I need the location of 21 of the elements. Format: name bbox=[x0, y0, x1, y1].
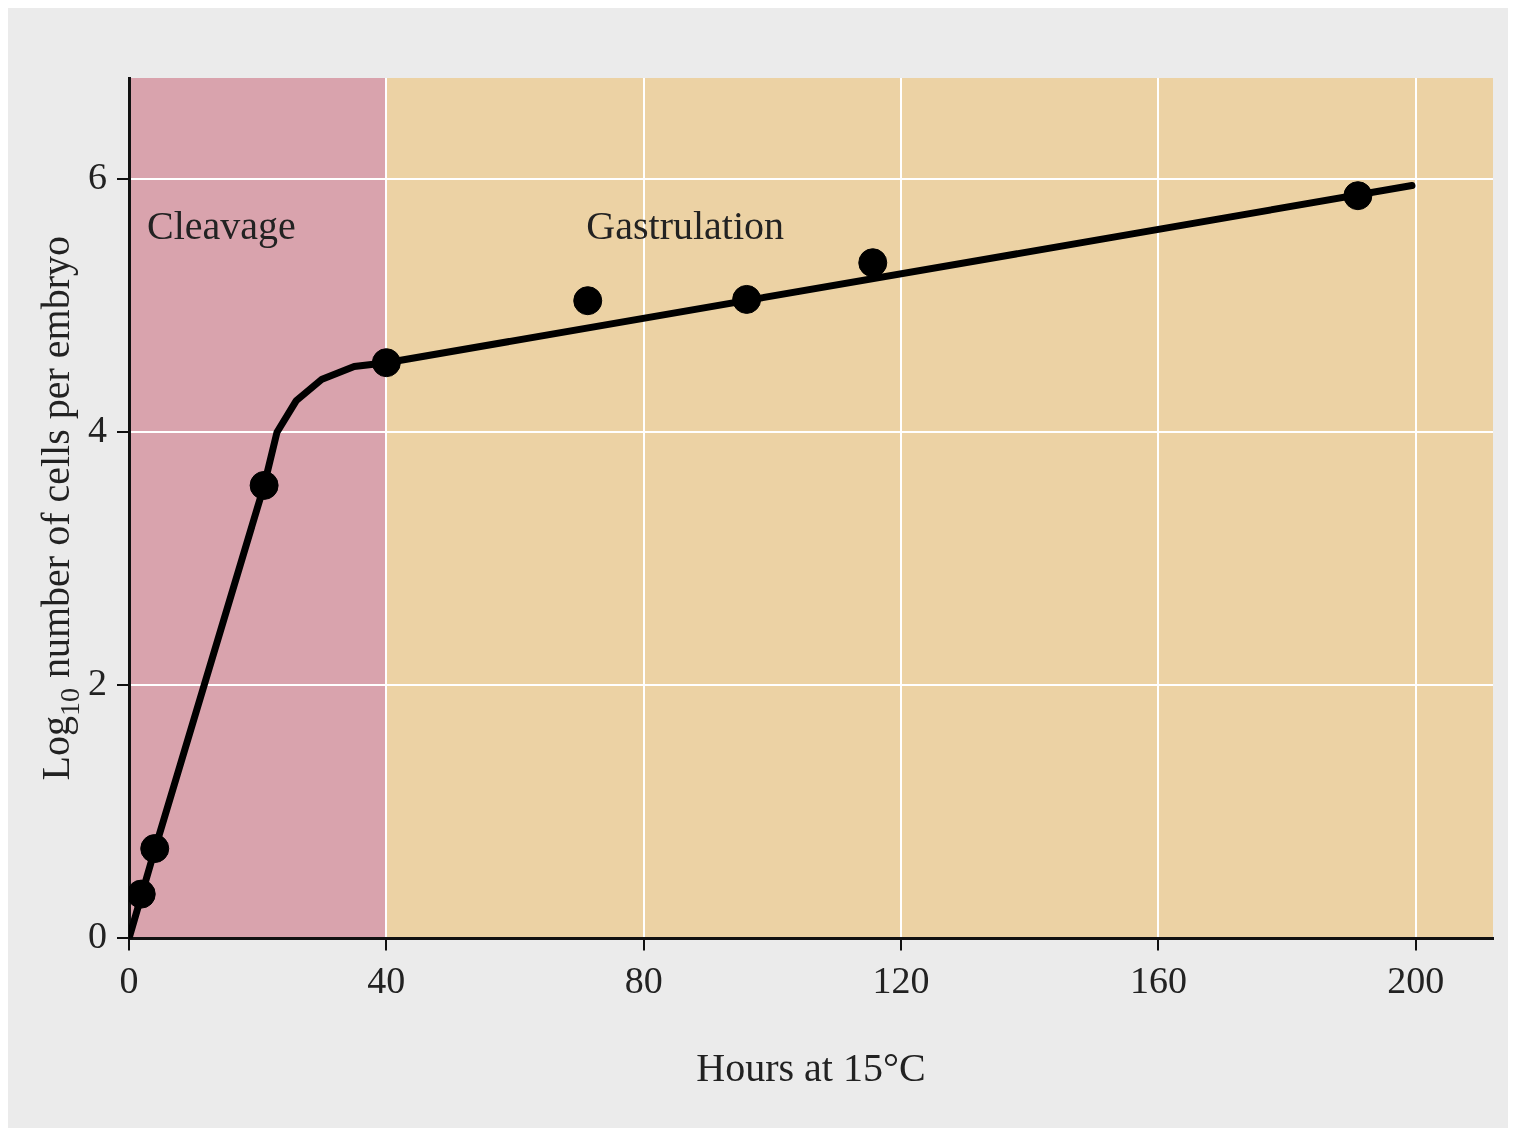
point bbox=[732, 284, 762, 314]
x-tick-label: 160 bbox=[1129, 959, 1187, 1002]
point bbox=[140, 834, 170, 864]
point bbox=[249, 470, 279, 500]
band-label: Cleavage bbox=[147, 202, 296, 248]
point bbox=[573, 286, 603, 316]
point bbox=[858, 248, 888, 278]
y-axis-title: Log10 number of cells per embryo bbox=[32, 235, 86, 781]
x-tick-label: 200 bbox=[1387, 959, 1445, 1002]
point bbox=[1343, 181, 1373, 211]
y-tick-label: 0 bbox=[88, 914, 107, 957]
point bbox=[371, 348, 401, 378]
x-tick-label: 40 bbox=[367, 959, 406, 1002]
y-tick-label: 2 bbox=[88, 661, 107, 704]
x-tick-label: 0 bbox=[119, 959, 139, 1002]
x-tick-label: 120 bbox=[872, 959, 930, 1002]
y-tick-label: 4 bbox=[88, 408, 107, 451]
y-tick-label: 6 bbox=[88, 155, 107, 198]
band-label: Gastrulation bbox=[586, 202, 785, 248]
x-axis-title: Hours at 15°C bbox=[696, 1044, 926, 1090]
x-tick-label: 80 bbox=[624, 959, 663, 1002]
